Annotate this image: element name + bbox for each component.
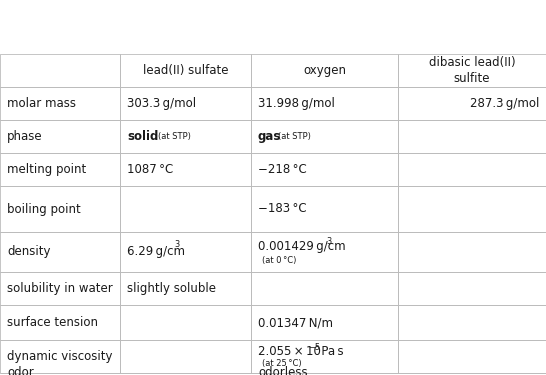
Text: −183 °C: −183 °C [258, 202, 307, 216]
Bar [0, 87, 120, 120]
Bar [0, 153, 120, 186]
Bar [398, 340, 546, 373]
Text: 6.29 g/cm: 6.29 g/cm [127, 246, 185, 258]
Text: surface tension: surface tension [7, 316, 98, 329]
Bar [0, 54, 120, 87]
Text: (at 0 °C): (at 0 °C) [262, 255, 296, 264]
Text: odor: odor [7, 366, 34, 375]
Bar [120, 54, 251, 87]
Bar [251, 54, 398, 87]
Bar [251, 153, 398, 186]
Bar [398, 153, 546, 186]
Text: 3: 3 [175, 240, 180, 249]
Bar [120, 340, 251, 373]
Text: boiling point: boiling point [7, 202, 81, 216]
Text: 3: 3 [327, 237, 332, 246]
Text: −5: −5 [308, 343, 320, 352]
Text: melting point: melting point [7, 163, 86, 176]
Text: (at 25 °C): (at 25 °C) [262, 358, 301, 368]
Bar [251, 272, 398, 305]
Text: dibasic lead(II)
sulfite: dibasic lead(II) sulfite [429, 56, 515, 85]
Text: density: density [7, 246, 50, 258]
Bar [251, 120, 398, 153]
Text: (at STP): (at STP) [277, 132, 310, 141]
Bar [398, 305, 546, 340]
Bar [398, 87, 546, 120]
Text: 2.055 × 10: 2.055 × 10 [258, 345, 321, 358]
Text: 0.001429 g/cm: 0.001429 g/cm [258, 240, 346, 253]
Bar [0, 272, 120, 305]
Bar [0, 340, 120, 373]
Text: gas: gas [258, 130, 281, 143]
Text: 287.3 g/mol: 287.3 g/mol [470, 97, 539, 110]
Bar [120, 120, 251, 153]
Text: lead(II) sulfate: lead(II) sulfate [143, 64, 228, 77]
Bar [0, 120, 120, 153]
Text: 31.998 g/mol: 31.998 g/mol [258, 97, 335, 110]
Text: −218 °C: −218 °C [258, 163, 307, 176]
Bar [398, 54, 546, 87]
Bar [398, 186, 546, 232]
Text: oxygen: oxygen [303, 64, 346, 77]
Text: phase: phase [7, 130, 43, 143]
Bar [120, 186, 251, 232]
Bar [398, 232, 546, 272]
Text: slightly soluble: slightly soluble [127, 282, 216, 295]
Bar [120, 232, 251, 272]
Bar [251, 340, 398, 373]
Text: 303.3 g/mol: 303.3 g/mol [127, 97, 196, 110]
Text: solid: solid [127, 130, 158, 143]
Text: (at STP): (at STP) [157, 132, 191, 141]
Bar [251, 305, 398, 340]
Bar [251, 232, 398, 272]
Bar [251, 186, 398, 232]
Bar [120, 153, 251, 186]
Text: 0.01347 N/m: 0.01347 N/m [258, 316, 333, 329]
Bar [120, 272, 251, 305]
Text: 1087 °C: 1087 °C [127, 163, 173, 176]
Bar [120, 305, 251, 340]
Bar [398, 272, 546, 305]
Bar [0, 305, 120, 340]
Bar [120, 87, 251, 120]
Bar [0, 232, 120, 272]
Text: Pa s: Pa s [319, 345, 344, 358]
Text: molar mass: molar mass [7, 97, 76, 110]
Bar [0, 186, 120, 232]
Bar [398, 120, 546, 153]
Text: dynamic viscosity: dynamic viscosity [7, 350, 112, 363]
Bar [251, 87, 398, 120]
Text: solubility in water: solubility in water [7, 282, 113, 295]
Text: odorless: odorless [258, 366, 307, 375]
